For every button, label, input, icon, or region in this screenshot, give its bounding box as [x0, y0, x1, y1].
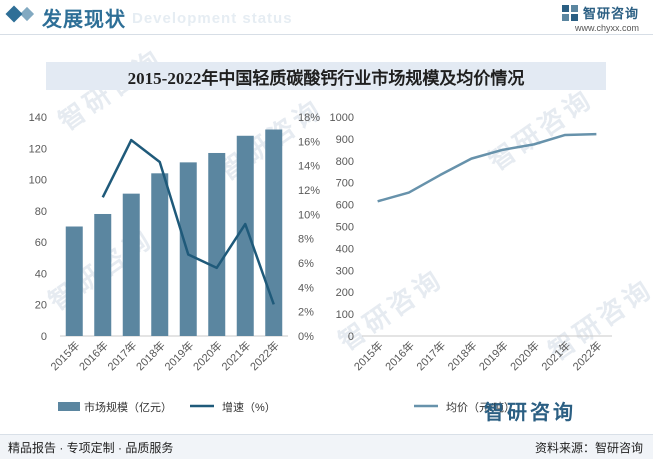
y-left-tick-label: 140 — [29, 112, 47, 124]
y-right-tick-label: 14% — [298, 161, 320, 173]
y-right-tick-label: 16% — [298, 136, 320, 148]
y-right-tick-label: 4% — [298, 282, 314, 294]
legend-label: 均价（元/吨） — [446, 401, 515, 414]
bar — [236, 135, 254, 336]
y-tick-label: 300 — [336, 265, 354, 277]
x-tick-label: 2017年 — [413, 338, 448, 373]
y-tick-label: 400 — [336, 243, 354, 255]
header-title: 发展现状 — [42, 9, 126, 31]
x-tick-label: 2016年 — [382, 338, 417, 373]
y-tick-label: 600 — [336, 200, 354, 212]
y-left-tick-label: 0 — [41, 331, 47, 343]
y-left-tick-label: 20 — [35, 300, 47, 312]
y-tick-label: 1000 — [330, 112, 354, 124]
y-right-tick-label: 6% — [298, 258, 314, 270]
y-tick-label: 700 — [336, 178, 354, 190]
y-right-tick-label: 10% — [298, 209, 320, 221]
y-right-tick-label: 0% — [298, 331, 314, 343]
bar — [179, 162, 197, 336]
brand-logo-icon — [561, 4, 578, 21]
y-tick-label: 0 — [348, 331, 354, 343]
bar — [122, 193, 140, 336]
footer-source: 资料来源：智研咨询 — [534, 441, 643, 455]
big-brand: 智研咨询 — [484, 402, 576, 424]
bar — [151, 173, 169, 336]
y-right-tick-label: 2% — [298, 307, 314, 319]
growth-line — [101, 138, 275, 305]
footer: 精品报告 · 专项定制 · 品质服务 资料来源：智研咨询 — [0, 434, 653, 459]
y-left-tick-label: 100 — [29, 175, 47, 187]
x-tick-label: 2021年 — [218, 338, 253, 373]
x-tick-label: 2016年 — [76, 338, 111, 373]
x-tick-label: 2019年 — [476, 338, 511, 373]
y-tick-label: 200 — [336, 287, 354, 299]
header: Development status 发展现状 智研咨询 www.chyxx.c… — [0, 0, 653, 36]
x-tick-label: 2015年 — [47, 338, 82, 373]
header-divider — [0, 34, 653, 35]
x-tick-label: 2020年 — [507, 338, 542, 373]
y-left-tick-label: 60 — [35, 237, 47, 249]
y-tick-label: 100 — [336, 309, 354, 321]
y-right-tick-label: 18% — [298, 112, 320, 124]
y-right-tick-label: 12% — [298, 185, 320, 197]
brand-name: 智研咨询 — [582, 6, 639, 21]
chart-title: 2015-2022年中国轻质碳酸钙行业市场规模及均价情况 — [127, 69, 525, 88]
y-left-tick-label: 40 — [35, 268, 47, 280]
brand: 智研咨询 www.chyxx.com — [561, 3, 639, 33]
y-left-tick-label: 80 — [35, 206, 47, 218]
legend-label: 市场规模（亿元） — [84, 400, 172, 414]
bar — [65, 226, 83, 336]
header-subtitle: Development status — [132, 10, 293, 27]
legend-label: 增速（%） — [222, 400, 276, 414]
x-tick-label: 2018年 — [445, 338, 480, 373]
legend-swatch-bar — [58, 402, 80, 411]
x-tick-label: 2015年 — [351, 338, 386, 373]
bar — [94, 213, 112, 336]
y-right-tick-label: 8% — [298, 234, 314, 246]
title-band — [46, 62, 606, 90]
x-tick-label: 2022年 — [570, 338, 605, 373]
x-tick-label: 2021年 — [538, 338, 573, 373]
brand-url: www.chyxx.com — [574, 23, 639, 33]
bar — [265, 129, 283, 336]
bar — [208, 152, 226, 336]
x-tick-label: 2022年 — [247, 338, 282, 373]
x-tick-label: 2017年 — [104, 338, 139, 373]
footer-tagline: 精品报告 · 专项定制 · 品质服务 — [8, 441, 174, 455]
y-tick-label: 800 — [336, 156, 354, 168]
price-line — [377, 132, 597, 203]
y-left-tick-label: 120 — [29, 143, 47, 155]
y-tick-label: 900 — [336, 134, 354, 146]
x-tick-label: 2019年 — [161, 338, 196, 373]
y-tick-label: 500 — [336, 222, 354, 234]
x-tick-label: 2020年 — [190, 338, 225, 373]
x-tick-label: 2018年 — [133, 338, 168, 373]
